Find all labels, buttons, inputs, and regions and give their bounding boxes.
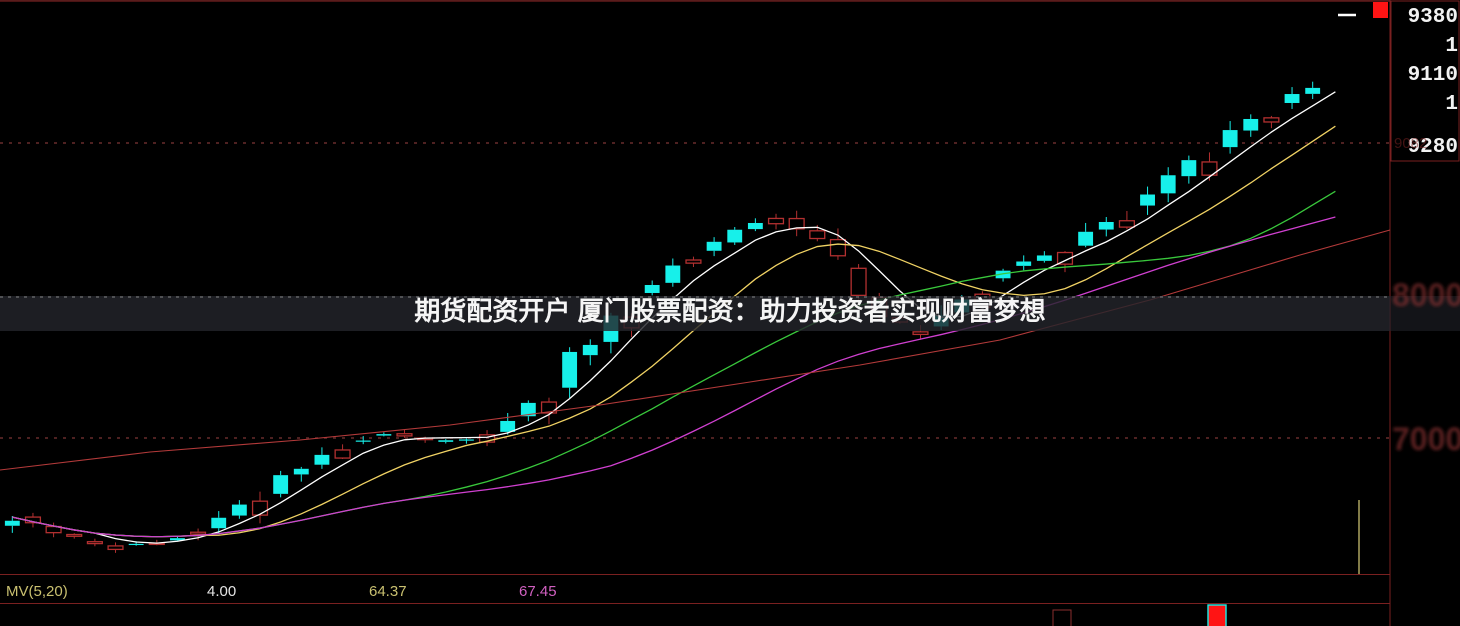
svg-text:9110: 9110 [1408, 64, 1458, 87]
svg-text:9380: 9380 [1408, 6, 1458, 29]
svg-text:MV(5,20): MV(5,20) [6, 583, 68, 600]
svg-text:7000: 7000 [1392, 421, 1460, 457]
svg-text:9082: 9082 [1394, 135, 1427, 152]
svg-text:64.37: 64.37 [369, 583, 407, 600]
svg-text:期货配资开户 厦门股票配资：助力投资者实现财富梦想: 期货配资开户 厦门股票配资：助力投资者实现财富梦想 [414, 296, 1045, 326]
svg-text:4.00: 4.00 [207, 583, 236, 600]
svg-text:1: 1 [1445, 93, 1458, 116]
svg-text:8000: 8000 [1392, 277, 1460, 313]
svg-text:67.45: 67.45 [519, 583, 557, 600]
svg-text:1: 1 [1445, 35, 1458, 58]
